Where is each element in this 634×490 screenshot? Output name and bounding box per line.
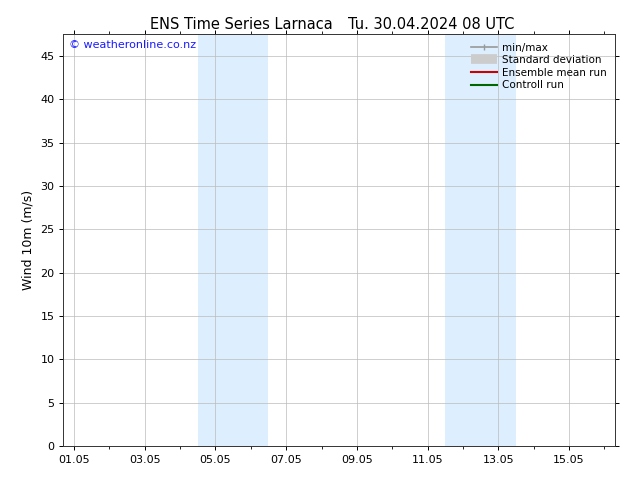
- Legend: min/max, Standard deviation, Ensemble mean run, Controll run: min/max, Standard deviation, Ensemble me…: [467, 40, 610, 94]
- Text: ENS Time Series Larnaca: ENS Time Series Larnaca: [150, 17, 332, 32]
- Text: Tu. 30.04.2024 08 UTC: Tu. 30.04.2024 08 UTC: [348, 17, 514, 32]
- Text: © weatheronline.co.nz: © weatheronline.co.nz: [69, 41, 196, 50]
- Bar: [445, 34, 516, 446]
- Bar: [198, 34, 268, 446]
- Y-axis label: Wind 10m (m/s): Wind 10m (m/s): [22, 190, 35, 290]
